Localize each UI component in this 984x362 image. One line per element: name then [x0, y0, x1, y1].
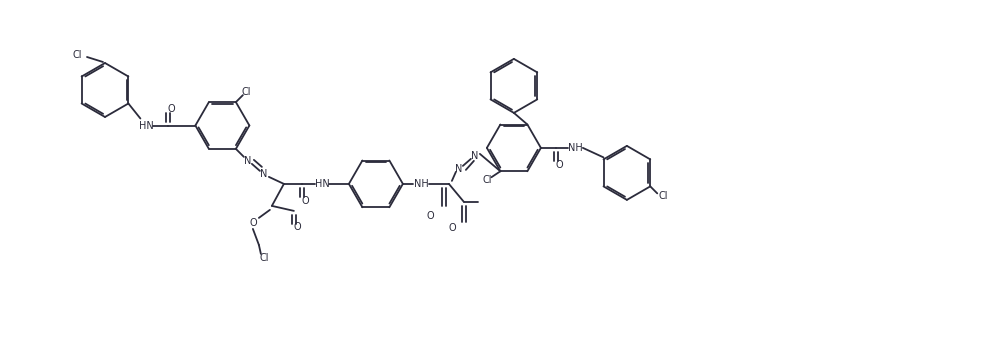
Text: O: O	[293, 222, 301, 232]
Text: N: N	[260, 169, 268, 179]
Text: NH: NH	[413, 179, 428, 189]
Text: O: O	[249, 218, 257, 228]
Text: Cl: Cl	[241, 87, 251, 97]
Text: N: N	[244, 156, 252, 166]
Text: NH: NH	[568, 143, 583, 153]
Text: Cl: Cl	[259, 253, 269, 263]
Text: Cl: Cl	[482, 175, 492, 185]
Text: N: N	[456, 164, 462, 174]
Text: N: N	[471, 151, 478, 161]
Text: O: O	[301, 196, 309, 206]
Text: Cl: Cl	[72, 50, 82, 60]
Text: O: O	[426, 211, 434, 221]
Text: O: O	[448, 223, 456, 233]
Text: HN: HN	[139, 121, 154, 130]
Text: Cl: Cl	[658, 191, 668, 201]
Text: O: O	[555, 160, 563, 170]
Text: O: O	[167, 104, 175, 114]
Text: HN: HN	[315, 179, 330, 189]
